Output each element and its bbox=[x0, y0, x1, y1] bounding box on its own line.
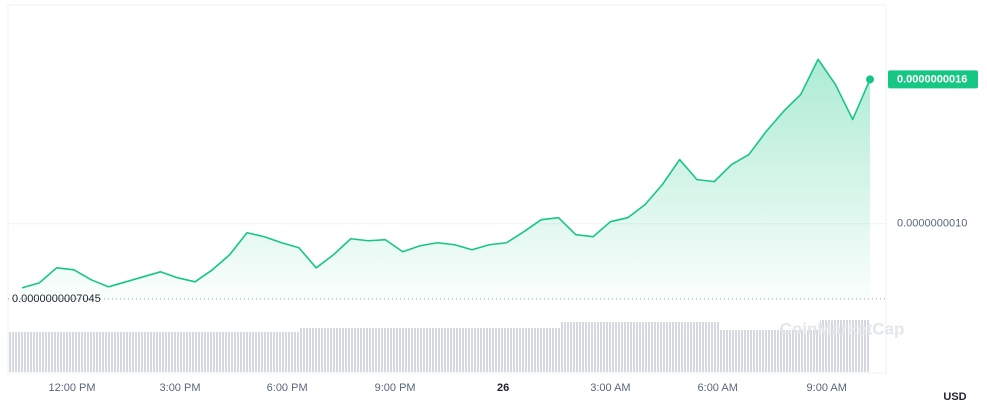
x-tick-label: 9:00 PM bbox=[375, 382, 416, 394]
price-area bbox=[22, 59, 870, 300]
price-line bbox=[21, 58, 871, 289]
price-tag-label: 0.0000000016 bbox=[897, 73, 967, 85]
watermark: CoinMarketCap bbox=[780, 319, 905, 338]
price-tag bbox=[888, 70, 978, 89]
y-tick-label: 0.0000000010 bbox=[897, 218, 967, 230]
plot-frame bbox=[7, 4, 887, 374]
x-tick-label: 9:00 AM bbox=[807, 382, 847, 394]
x-tick-label: 26 bbox=[497, 382, 509, 394]
last-point bbox=[866, 75, 874, 84]
x-tick-label: 3:00 AM bbox=[590, 382, 630, 394]
unit-label: USD bbox=[943, 391, 966, 403]
x-tick-label: 6:00 AM bbox=[698, 382, 738, 394]
x-tick-label: 12:00 PM bbox=[48, 382, 95, 394]
x-tick-label: 3:00 PM bbox=[160, 382, 201, 394]
volume-band bbox=[8, 320, 870, 372]
x-tick-label: 6:00 PM bbox=[267, 382, 308, 394]
